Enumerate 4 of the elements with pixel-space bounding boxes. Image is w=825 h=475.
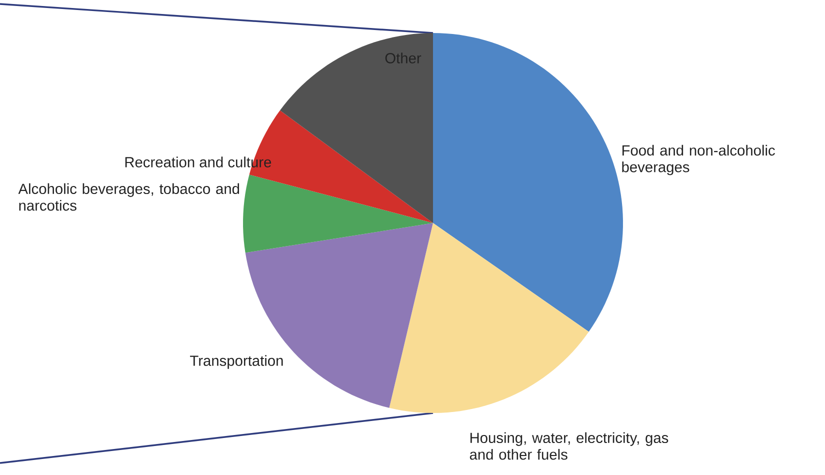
slice-label: Transportation — [190, 355, 283, 369]
slice-label: Food and non-alcoholic beverages — [622, 144, 775, 176]
slice-label: Alcoholic beverages, tobacco and narcotics — [18, 183, 240, 211]
slice-label: Housing, water, electricity, gas and other fuels — [470, 432, 668, 460]
